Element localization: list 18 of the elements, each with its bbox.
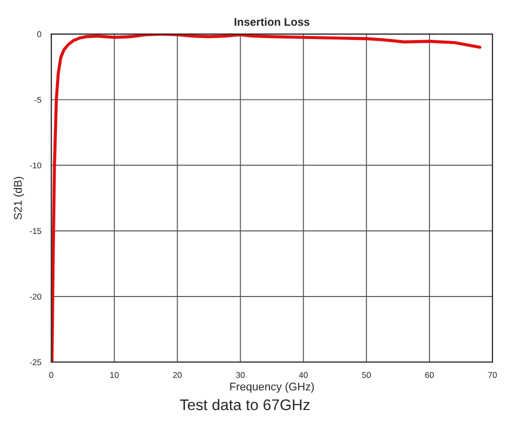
y-tick-label: 0 (37, 31, 42, 38)
x-axis-title: Frequency (GHz) (230, 382, 314, 393)
y-tick-label: -10 (30, 162, 42, 168)
y-tick-label: -25 (30, 359, 42, 366)
chart-title: Insertion Loss (234, 18, 310, 26)
text: Test data to 67GHz (180, 398, 310, 410)
y-tick-label: -5 (34, 96, 42, 103)
x-tick-label: 50 (362, 372, 371, 378)
x-tick-label: 60 (425, 372, 434, 378)
x-tick-label: 0 (49, 372, 54, 378)
y-axis-title: S21 (dB) (14, 176, 24, 220)
x-tick-label: 20 (173, 372, 182, 378)
y-tick-label: -15 (30, 228, 42, 234)
y-tick-label: -20 (30, 294, 42, 300)
x-tick-label: 40 (298, 372, 308, 378)
x-tick-label: 70 (488, 372, 497, 378)
x-tick-label: 30 (236, 372, 245, 378)
x-tick-label: 10 (110, 372, 119, 378)
